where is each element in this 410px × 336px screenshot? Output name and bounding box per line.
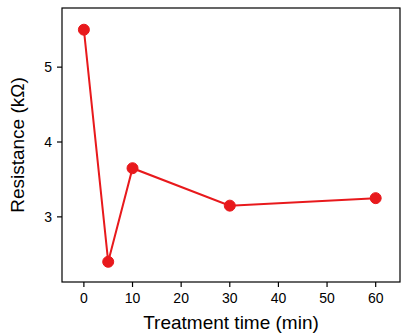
x-tick	[181, 282, 182, 287]
y-tick	[57, 216, 62, 217]
point-marker	[127, 163, 138, 174]
y-axis-label: Resistance (kΩ)	[7, 77, 28, 213]
x-axis-label: Treatment time (min)	[143, 312, 319, 333]
x-tick-label: 10	[125, 290, 141, 306]
plot-area	[78, 24, 381, 267]
y-tick-label: 5	[44, 59, 52, 75]
chart-svg: 0 10 20 30 40 50 60 3 4 5 Treatment time (min) Resi…	[0, 0, 410, 336]
x-tick-label: 20	[173, 290, 189, 306]
x-tick-label: 40	[271, 290, 287, 306]
x-tick	[326, 282, 327, 287]
point-marker	[103, 256, 114, 267]
y-tick	[57, 67, 62, 68]
point-marker	[224, 200, 235, 211]
x-tick	[278, 282, 279, 287]
plot-frame	[62, 8, 400, 282]
x-tick	[375, 282, 376, 287]
point-marker	[370, 193, 381, 204]
x-tick-label: 50	[319, 290, 335, 306]
point-marker	[78, 24, 89, 35]
x-tick	[132, 282, 133, 287]
x-tick-label: 30	[222, 290, 238, 306]
y-tick-label: 4	[44, 134, 52, 150]
series-line	[84, 30, 376, 262]
x-tick	[229, 282, 230, 287]
y-tick-label: 3	[44, 209, 52, 225]
x-tick-label: 60	[368, 290, 384, 306]
x-tick-label: 0	[80, 290, 88, 306]
y-tick	[57, 141, 62, 142]
chart-container: 0 10 20 30 40 50 60 3 4 5 Treatment time (min) Resi…	[0, 0, 410, 336]
x-tick	[83, 282, 84, 287]
